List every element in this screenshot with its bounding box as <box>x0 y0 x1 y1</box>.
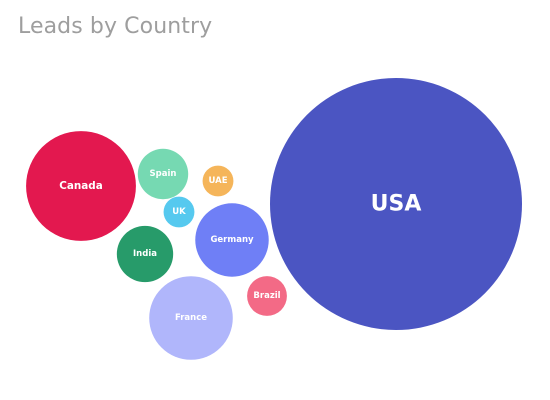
bubble-canada[interactable] <box>26 131 136 241</box>
bubble-uae[interactable] <box>202 165 234 197</box>
chart-title: Leads by Country <box>18 14 213 39</box>
bubble-india[interactable] <box>116 225 174 283</box>
bubble-label-germany: Germany <box>210 235 254 245</box>
bubble-label-uk: UK <box>172 207 186 217</box>
bubble-france[interactable] <box>149 276 233 360</box>
bubble-group: USA Canada France Germany India Spain Brazil UA… <box>26 78 522 360</box>
bubble-label-france: France <box>175 313 207 323</box>
bubble-germany[interactable] <box>195 203 269 277</box>
bubble-brazil[interactable] <box>247 276 287 316</box>
bubble-usa[interactable] <box>270 78 522 330</box>
bubble-uk[interactable] <box>163 196 195 228</box>
bubble-label-canada: Canada <box>59 180 103 192</box>
bubble-label-spain: Spain <box>150 169 177 179</box>
bubble-label-india: India <box>133 249 157 259</box>
bubble-label-usa: USA <box>371 192 422 217</box>
bubble-label-brazil: Brazil <box>253 291 280 301</box>
bubble-spain[interactable] <box>137 148 189 200</box>
bubble-label-uae: UAE <box>208 176 227 186</box>
